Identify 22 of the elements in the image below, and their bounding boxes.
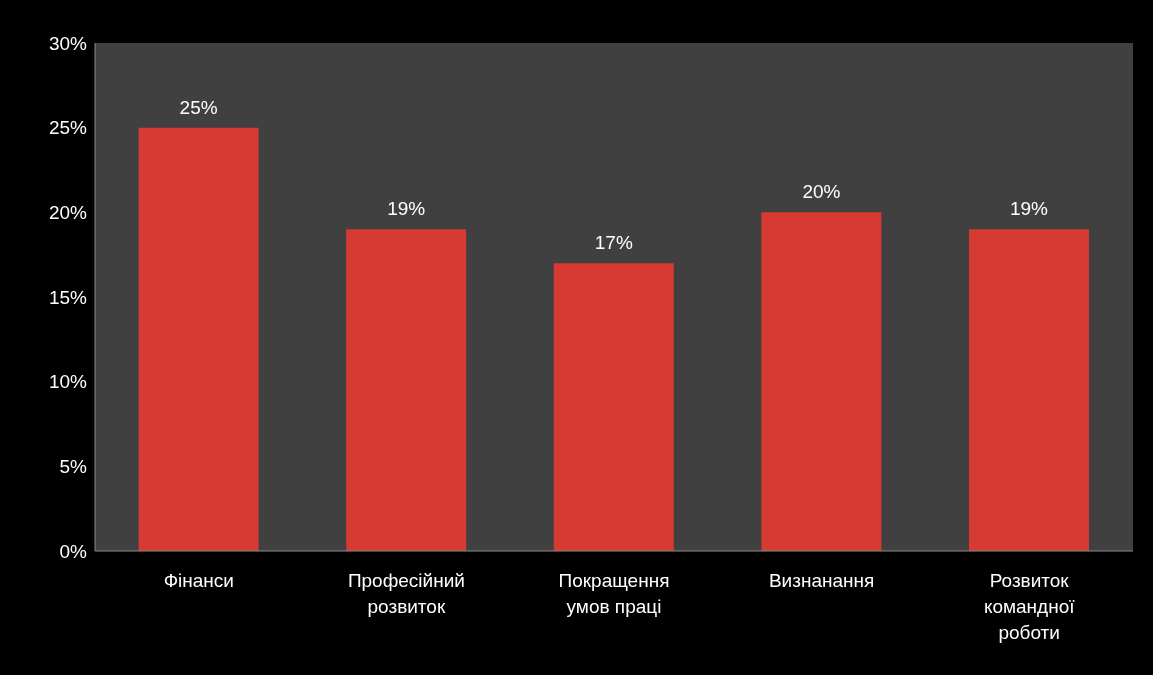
bar	[138, 127, 259, 551]
y-tick-label: 30%	[48, 32, 88, 54]
y-tick-label: 20%	[48, 202, 88, 224]
bar	[761, 212, 882, 551]
data-label: 19%	[1009, 198, 1049, 220]
bar	[346, 229, 467, 551]
data-label: 19%	[387, 198, 426, 220]
y-tick-label: 0%	[59, 540, 88, 562]
bar	[553, 263, 674, 551]
x-tick-label: Визнанання	[768, 570, 875, 591]
y-tick-label: 10%	[48, 371, 88, 393]
x-tick-label: Покращення умов праці	[558, 570, 670, 617]
data-label: 20%	[802, 181, 841, 203]
data-label: 17%	[594, 232, 633, 254]
y-tick-label: 15%	[48, 286, 88, 308]
y-tick-label: 5%	[59, 456, 88, 478]
x-tick-label: Фінанси	[163, 570, 234, 591]
x-tick-label: Розвиток командної роботи	[983, 570, 1076, 643]
bar	[969, 229, 1089, 551]
y-tick-label: 25%	[48, 117, 88, 139]
data-label: 25%	[179, 96, 218, 118]
x-tick-label: Професійний розвиток	[347, 570, 465, 617]
